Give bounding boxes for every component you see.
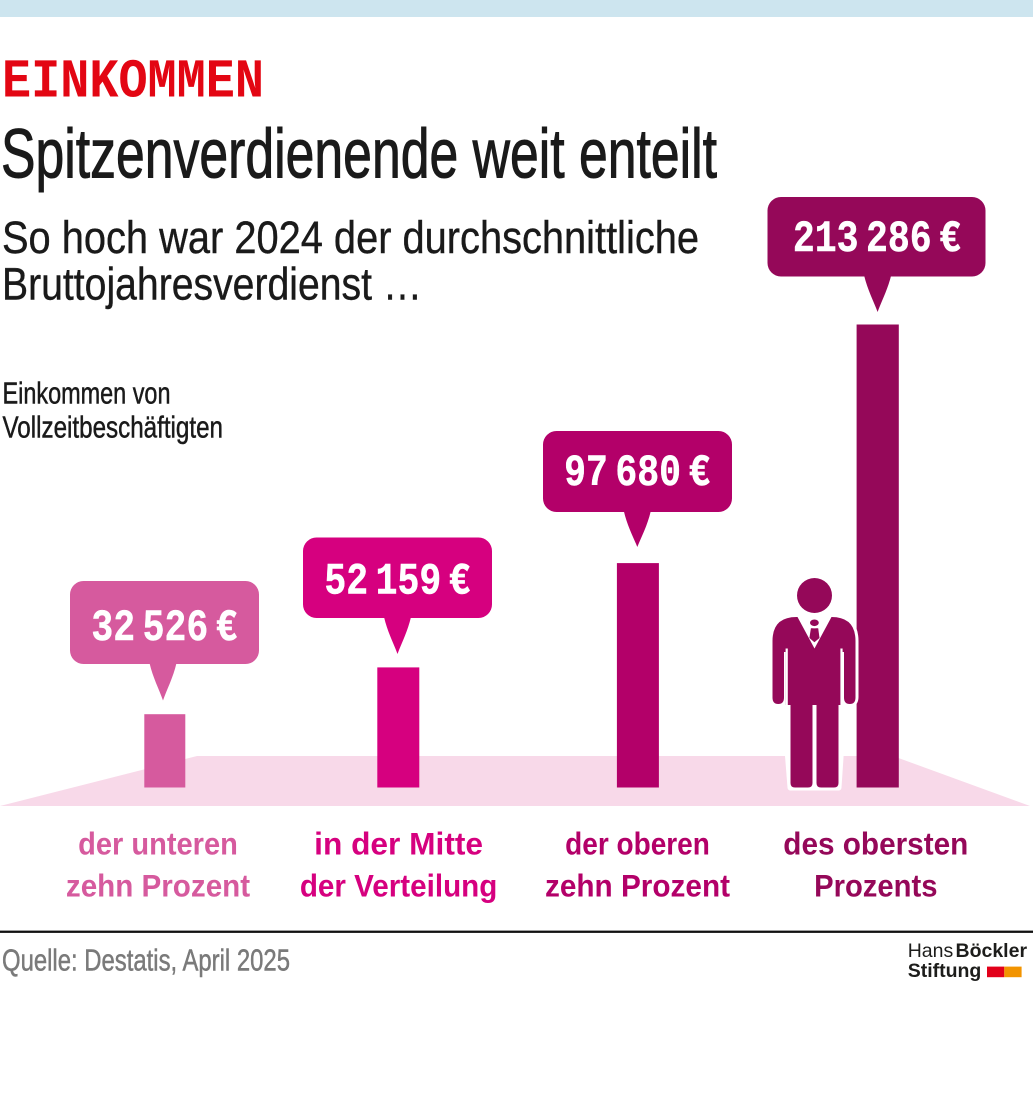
svg-text:zehn Prozent: zehn Prozent [66,868,251,904]
svg-text:EINKOMMEN: EINKOMMEN [2,51,264,114]
svg-text:der Verteilung: der Verteilung [300,868,498,904]
svg-text:So hoch war 2024 der durchschn: So hoch war 2024 der durchschnittliche [2,212,699,263]
svg-text:Böckler: Böckler [956,940,1028,962]
svg-text:in der Mitte: in der Mitte [314,826,483,862]
svg-text:zehn Prozent: zehn Prozent [545,868,730,904]
svg-text:Spitzenverdienende weit enteil: Spitzenverdienende weit enteilt [1,115,717,193]
svg-text:der oberen: der oberen [565,826,710,862]
svg-text:des obersten: des obersten [783,826,968,862]
svg-text:Quelle: Destatis, April 2025: Quelle: Destatis, April 2025 [2,944,290,978]
svg-text:Hans: Hans [908,940,954,962]
svg-text:Prozents: Prozents [814,868,937,904]
svg-text:der unteren: der unteren [78,826,238,862]
svg-text:Bruttojahresverdienst …: Bruttojahresverdienst … [2,259,422,310]
svg-text:Vollzeitbeschäftigten: Vollzeitbeschäftigten [3,411,224,445]
svg-text:Einkommen von: Einkommen von [3,377,171,411]
svg-text:Stiftung: Stiftung [908,960,982,982]
